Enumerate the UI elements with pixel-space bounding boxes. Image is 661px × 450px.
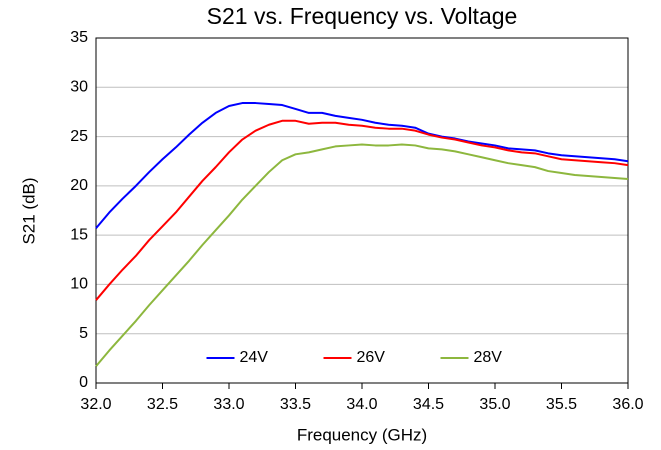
x-tick-label: 36.0 xyxy=(612,396,643,413)
x-tick-label: 32.5 xyxy=(147,396,178,413)
series-line xyxy=(95,119,629,301)
y-tick-label: 35 xyxy=(70,29,88,46)
x-tick-label: 34.0 xyxy=(346,396,377,413)
plot-frame xyxy=(95,37,629,384)
y-tick-label: 15 xyxy=(70,226,88,243)
x-tick-label: 32.0 xyxy=(80,396,111,413)
y-tick-label: 30 xyxy=(70,79,88,96)
x-axis-label: Frequency (GHz) xyxy=(297,425,427,444)
x-tick-label: 35.0 xyxy=(479,396,510,413)
y-tick-label: 0 xyxy=(79,374,88,391)
x-tick-label: 33.5 xyxy=(280,396,311,413)
x-tick-label: 35.5 xyxy=(546,396,577,413)
legend-label: 28V xyxy=(474,349,503,366)
x-tick-label: 34.5 xyxy=(413,396,444,413)
y-tick-label: 25 xyxy=(70,128,88,145)
chart-title: S21 vs. Frequency vs. Voltage xyxy=(207,3,518,29)
legend-label: 26V xyxy=(357,349,386,366)
series-line xyxy=(95,102,629,229)
y-tick-label: 5 xyxy=(79,325,88,342)
y-tick-label: 10 xyxy=(70,276,88,293)
series-line xyxy=(95,143,629,367)
y-axis-label: S21 (dB) xyxy=(19,177,38,244)
y-tick-label: 20 xyxy=(70,177,88,194)
x-tick-label: 33.0 xyxy=(213,396,244,413)
legend-label: 24V xyxy=(240,349,269,366)
